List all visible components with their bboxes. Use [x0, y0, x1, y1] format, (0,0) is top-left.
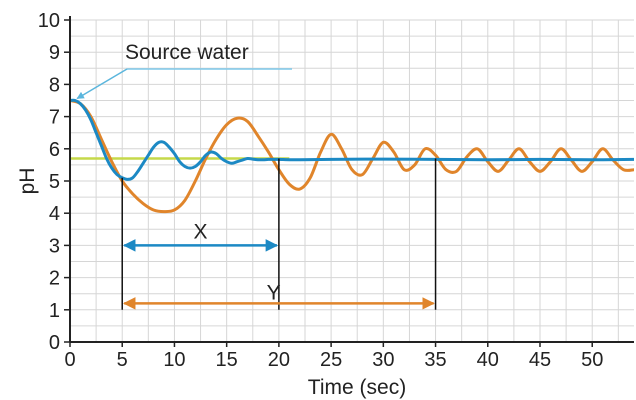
source-water-pointer: [76, 68, 128, 100]
y-tick-label: 4: [49, 203, 60, 225]
x-tick-label: 0: [64, 349, 75, 371]
series-line-2: [69, 98, 635, 181]
y-tick-label: 8: [49, 74, 60, 96]
y-tick-label: 9: [49, 42, 60, 64]
y-tick-label: 2: [49, 268, 60, 290]
x-tick-label: 45: [529, 349, 551, 371]
y-tick-label: 3: [49, 235, 60, 257]
grid: [69, 19, 634, 342]
x-interval-label: X: [194, 220, 208, 243]
y-tick-label: 5: [49, 171, 60, 193]
axes: [64, 16, 634, 347]
x-axis-label: Time (sec): [308, 376, 406, 399]
x-tick-label: 10: [163, 349, 185, 371]
y-axis-label: pH: [16, 168, 39, 195]
x-tick-label: 15: [216, 349, 238, 371]
y-interval-label: Y: [267, 281, 281, 304]
annotation-layer: [76, 68, 437, 310]
y-tick-label: 1: [49, 300, 60, 322]
x-tick-label: 25: [320, 349, 342, 371]
source-water-label: Source water: [125, 41, 249, 64]
x-tick-label: 40: [477, 349, 499, 371]
series-line-1: [69, 99, 635, 214]
x-tick-label: 35: [424, 349, 446, 371]
x-tick-label: 20: [268, 349, 290, 371]
x-tick-label: 30: [372, 349, 394, 371]
series-layer: [69, 98, 635, 214]
y-tick-label: 6: [49, 139, 60, 161]
y-tick-label: 7: [49, 107, 60, 129]
x-tick-label: 50: [581, 349, 603, 371]
y-tick-label: 0: [49, 332, 60, 354]
y-tick-label: 10: [38, 10, 60, 32]
x-tick-label: 5: [117, 349, 128, 371]
